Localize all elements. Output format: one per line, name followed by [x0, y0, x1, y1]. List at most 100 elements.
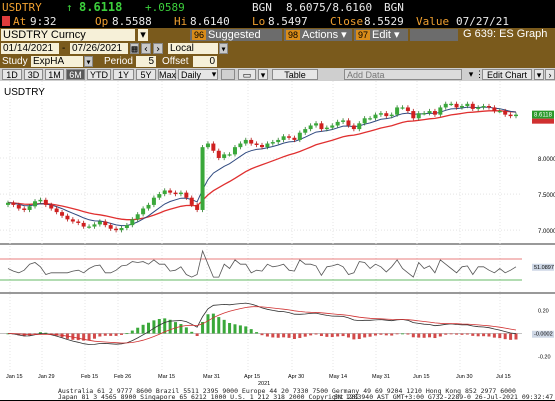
security-field[interactable]: USDTRY Curncy [1, 29, 135, 41]
prev-range-icon[interactable]: ‹ [141, 43, 151, 55]
period-button-max[interactable]: Max [158, 69, 177, 80]
macd-histogram-bar [282, 333, 286, 338]
candle-body [297, 132, 302, 140]
macd-histogram-bar [325, 333, 329, 337]
period-button-5y[interactable]: 5Y [136, 69, 156, 80]
chart-type-dropdown-icon[interactable]: ▾ [258, 69, 268, 80]
macd-histogram-bar [152, 320, 156, 334]
macd-histogram-bar [352, 333, 356, 340]
period-button-ytd[interactable]: YTD [87, 69, 111, 80]
candle-body [384, 113, 389, 117]
study-field[interactable]: ExpHA [31, 56, 83, 67]
add-data-input[interactable]: Add Data [344, 69, 462, 80]
expand-icon[interactable]: › [545, 69, 555, 80]
blank-button[interactable] [221, 69, 235, 80]
alert-icon [2, 16, 10, 26]
candle-body [254, 143, 259, 145]
candle-body [497, 111, 502, 113]
period-button-6m[interactable]: 6M [66, 69, 85, 80]
period-button-1d[interactable]: 1D [2, 69, 22, 80]
ticker: USDTRY [2, 1, 42, 14]
macd-histogram-bar [201, 321, 205, 334]
candle-body [141, 208, 146, 215]
price-chart-svg[interactable]: USDTRY 8.0000 7.5000 7.0000 8.6118 Jan 15 Jan… [0, 81, 555, 388]
last-price-badge [532, 110, 554, 119]
candle-body [281, 136, 286, 140]
macd-histogram-bar [190, 331, 194, 334]
x-tick-label: Apr 30 [288, 374, 304, 380]
candle-body [27, 206, 32, 210]
macd-histogram-bar [109, 333, 113, 336]
study-dropdown-icon[interactable]: ▾ [84, 56, 93, 68]
period-button-1y[interactable]: 1Y [113, 69, 134, 80]
candle-body [362, 118, 367, 124]
chart-type-icon[interactable]: ▭ [238, 69, 256, 80]
chart-area[interactable]: USDTRY 8.0000 7.5000 7.0000 8.6118 Jan 15 Jan… [0, 81, 555, 388]
chevron-down-icon: ▾ [338, 29, 347, 41]
currency-dropdown-icon[interactable]: ▾ [219, 43, 228, 55]
x-tick-label: Jun 15 [413, 374, 430, 380]
macd-histogram-bar [292, 333, 296, 340]
candle-body [211, 143, 216, 151]
macd-histogram-bar [346, 333, 350, 338]
candle-body [319, 123, 324, 130]
macd-histogram-bar [179, 324, 183, 334]
up-arrow-icon: ↑ [66, 1, 73, 14]
macd-histogram-bar [373, 333, 377, 336]
candle-body [411, 111, 416, 119]
candle-body [465, 103, 470, 106]
period-button-3d[interactable]: 3D [24, 69, 43, 80]
actions-button[interactable]: 98 Actions ▾ [284, 29, 352, 41]
footer-line-3: SN 1283940 AST GMT+3:00 G732-2289-0 26-J… [334, 393, 554, 401]
macd-histogram-bar [444, 333, 448, 335]
lo-label: Lo [252, 15, 266, 28]
period-button-1m[interactable]: 1M [45, 69, 64, 80]
bgn-label-2: BGN [384, 1, 404, 14]
candle-body [357, 123, 362, 130]
end-date-field[interactable]: 07/26/2021 [70, 43, 128, 54]
macd-histogram-bar [438, 333, 442, 337]
macd-histogram-bar [260, 333, 264, 336]
low-value: 8.5497 [268, 15, 308, 28]
period-field[interactable]: 5 [136, 56, 156, 67]
study-label: Study [2, 56, 28, 67]
candle-body [341, 120, 346, 122]
macd-histogram-bar [509, 333, 513, 340]
bid-ask: 8.6075/8.6160 [286, 1, 373, 14]
candle-body [151, 197, 156, 205]
candle-body [368, 118, 373, 120]
macd-histogram-bar [184, 327, 188, 334]
macd-histogram-bar [103, 333, 107, 336]
candle-body [514, 114, 518, 117]
chart-title: USDTRY [4, 87, 45, 98]
macd-histogram-bar [238, 325, 242, 334]
macd-histogram-bar [303, 333, 307, 337]
security-dropdown-icon[interactable]: ▾ [138, 29, 148, 41]
macd-histogram-bar [514, 333, 518, 340]
candle-body [205, 143, 210, 148]
macd-histogram-bar [319, 333, 323, 337]
next-range-icon[interactable]: › [153, 43, 163, 55]
candle-body [189, 197, 194, 205]
toolbar-spacer [410, 29, 458, 41]
macd-histogram-bar [163, 318, 167, 334]
calendar-icon[interactable]: ▦ [130, 43, 139, 55]
macd-histogram-bar [98, 333, 102, 337]
period-label: Period [104, 56, 133, 67]
macd-histogram-bar [498, 333, 502, 339]
start-date-field[interactable]: 01/14/2021 [1, 43, 59, 54]
table-button[interactable]: Table [272, 69, 318, 80]
frequency-select[interactable]: Daily [178, 69, 218, 80]
currency-field[interactable]: Local CCY [168, 43, 218, 65]
edit-button[interactable]: 97 Edit ▾ [354, 29, 408, 41]
candle-body [335, 121, 340, 126]
more-icon[interactable]: ▾ [534, 69, 544, 80]
offset-field[interactable]: 0 [193, 56, 217, 67]
separator-dot: ⋮ [475, 69, 484, 79]
edit-chart-button[interactable]: Edit Chart [482, 69, 532, 80]
candle-body [476, 107, 481, 109]
moving-averages [7, 106, 517, 227]
macd-histogram-bar [336, 333, 340, 337]
footer: Australia 61 2 9777 8600 Brazil 5511 239… [0, 388, 555, 400]
